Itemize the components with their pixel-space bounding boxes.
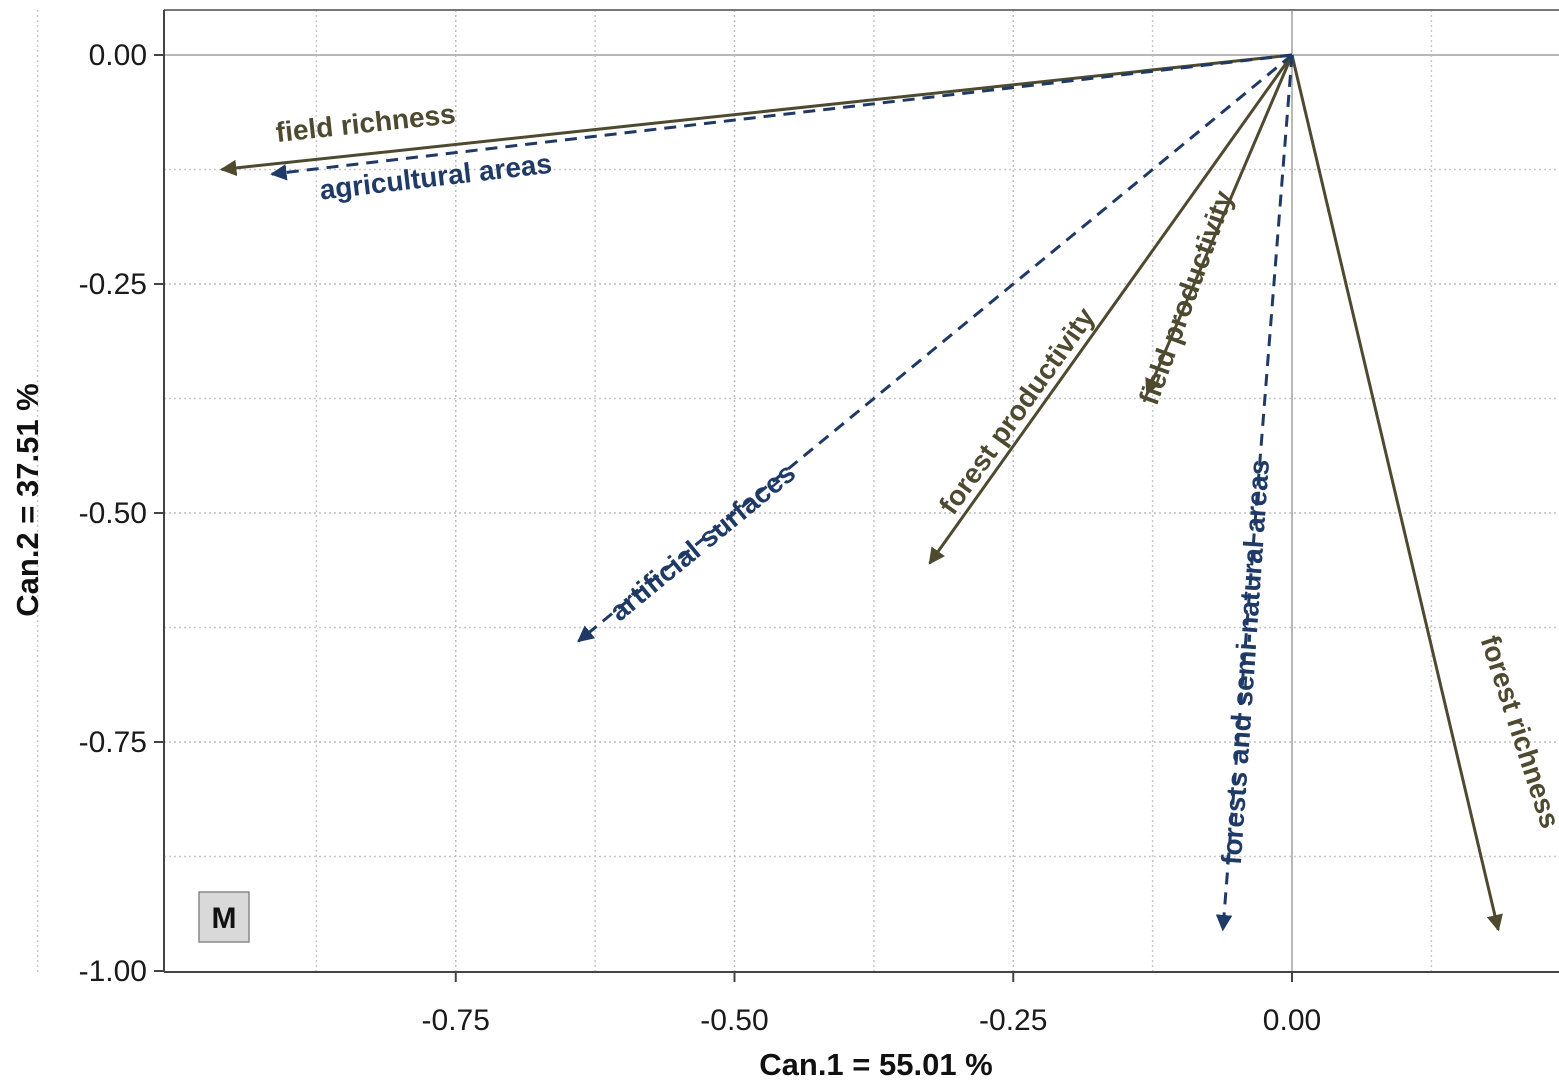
x-tick-label: -0.25 [979,1004,1047,1037]
vector-arrow-artificial-surfaces [577,53,1293,643]
axes: 0.00 -0.25 -0.50 -0.75 -1.00 -0.75 -0.50 -0.25 0… [79,9,1559,1037]
y-tick-label: -0.25 [79,268,147,301]
vector-label-forests-and-semi-natural-areas: forests and semi-natural areas [1216,458,1275,865]
vector-arrow-forest-richness [1290,54,1503,932]
grid-lines [36,10,1559,972]
vector-arrow-field-productivity [1145,54,1294,396]
x-tick-label: -0.75 [422,1004,490,1037]
panel-tag-badge: M [198,891,250,943]
x-tick-label: -0.50 [700,1004,768,1037]
vector-arrow-agricultural-areas [270,53,1293,181]
vector-label-artificial-surfaces: artificial surfaces [604,457,802,627]
vector-arrows [219,53,1503,932]
vector-arrow-forests-and-semi-natural-areas [1215,54,1294,932]
vector-label-forest-productivity: forest productivity [933,301,1101,520]
vector-arrow-field-richness [219,53,1293,177]
vector-label-field-productivity: field productivity [1133,186,1239,409]
panel-tag-label: M [212,902,237,935]
y-tick-label: -0.75 [79,726,147,759]
y-tick-label: 0.00 [89,39,147,72]
vector-label-field-richness: field richness [274,98,457,148]
y-tick-label: -0.50 [79,497,147,530]
vector-labels: field richness forest productivity field p… [274,98,1559,866]
vector-arrow-forest-productivity [928,54,1294,565]
y-axis-title: Can.2 = 37.51 % [10,383,45,617]
vector-label-forest-richness: forest richness [1475,632,1559,833]
x-axis-title: Can.1 = 55.01 % [759,1047,993,1082]
x-tick-label: 0.00 [1263,1004,1321,1037]
y-tick-label: -1.00 [79,955,147,988]
